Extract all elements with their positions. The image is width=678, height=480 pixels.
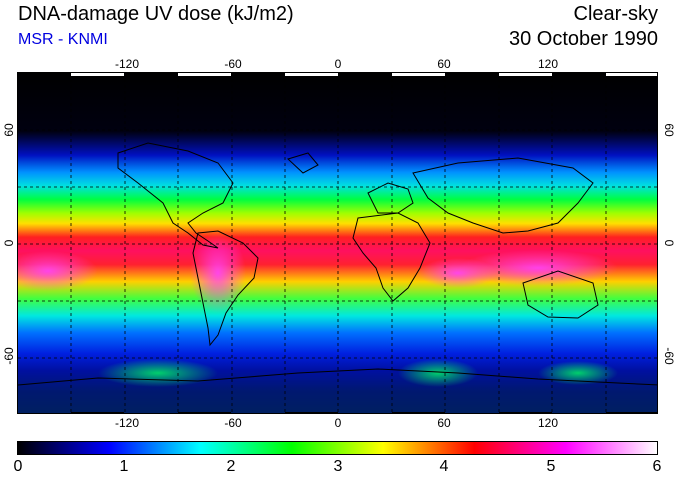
uv-dose-map [17,72,658,414]
coastlines [18,142,657,386]
map-canvas [18,73,657,413]
lat-label-left: 0 [2,239,16,247]
antarctic-ozone-region [538,361,618,385]
color-scale-label: 0 [13,458,23,475]
lon-label-bottom: 0 [334,416,342,430]
frame-ticks [71,412,657,413]
lon-label-top: -120 [114,57,140,71]
lat-label-right: 60 [662,123,676,137]
uv-maximum-region [418,258,498,288]
uv-maximum-region [18,251,98,291]
lon-label-bottom: -60 [224,416,242,430]
color-scale-label: 6 [652,458,662,475]
color-scale-label: 1 [119,458,129,475]
lon-label-top: -60 [224,57,242,71]
source-label: MSR - KNMI [18,31,108,48]
lat-label-left: -60 [2,347,16,365]
lat-label-right: 0 [662,239,676,247]
color-scale-label: 2 [226,458,236,475]
lat-label-right: -60 [662,347,676,365]
antarctic-ozone-region [398,359,478,387]
map-title: DNA-damage UV dose (kJ/m2) [18,3,294,25]
graticule [18,73,657,413]
lon-label-top: 60 [437,57,451,71]
color-scale-bar [17,441,658,455]
map-date: 30 October 1990 [509,28,658,50]
lon-label-bottom: 60 [437,416,451,430]
frame-ticks [71,73,657,76]
lon-label-top: 120 [537,57,559,71]
color-scale-label: 3 [333,458,343,475]
lat-label-left: 60 [2,123,16,137]
lon-label-top: 0 [334,57,342,71]
color-scale-label: 4 [439,458,449,475]
antarctic-ozone-region [98,359,218,387]
lon-label-bottom: -120 [114,416,140,430]
uv-maximum-region [458,250,618,286]
color-scale-label: 5 [546,458,556,475]
sky-condition: Clear-sky [573,3,658,25]
lon-label-bottom: 120 [537,416,559,430]
